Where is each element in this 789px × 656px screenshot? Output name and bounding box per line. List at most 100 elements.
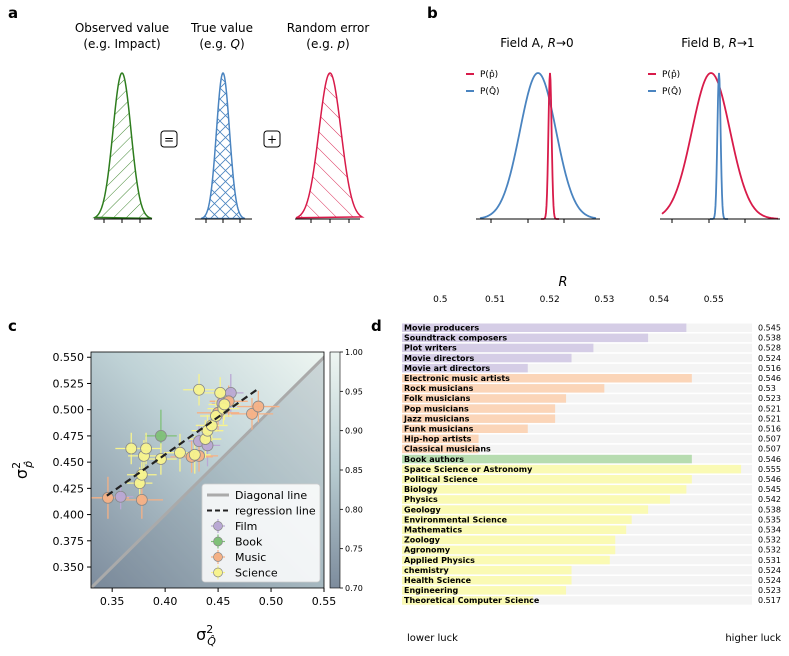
legend-p-label-b: P(p̂): [662, 69, 680, 80]
field-b-title-sym: R: [729, 36, 737, 50]
dist1-title-line1: Observed value: [75, 21, 169, 35]
bar-value-12: 0.507: [758, 445, 781, 454]
field-b-legend: P(p̂) P(Q̂): [648, 69, 682, 97]
bar-track-25: [402, 576, 752, 585]
bar-value-2: 0.528: [758, 344, 781, 353]
bar-x-tick-label-0: 0.5: [433, 295, 447, 305]
dist2-title-line1: True value: [190, 21, 253, 35]
dist3-title-line1: Random error: [287, 21, 370, 35]
panel-d: R 0.5 0.51 0.52 0.53 0.54 0.55 Movie producer…: [402, 275, 781, 644]
bar-label-26: Engineering: [404, 586, 459, 595]
dist3-title-sym: p: [336, 37, 345, 51]
scatter-legend: Diagonal line regression line Film Book Musi…: [201, 483, 321, 583]
bar-x-ticks: 0.5 0.51 0.52 0.53 0.54 0.55: [433, 295, 724, 305]
bar-label-0: Movie producers: [404, 324, 479, 333]
bar-label-2: Plot writers: [404, 344, 457, 353]
bar-value-14: 0.555: [758, 465, 781, 474]
bar-label-13: Book authors: [404, 455, 464, 464]
y-tick-label-4: 0.450: [53, 456, 85, 469]
panel-b: Field A, R→0 Field B, R→1 P(p̂) P(Q̂) P(…: [466, 36, 780, 223]
y-tick-label-1: 0.375: [53, 535, 85, 548]
bar-value-7: 0.523: [758, 394, 781, 403]
field-b-title: Field B, R→1: [681, 36, 754, 50]
regression-group: [106, 387, 259, 497]
science-point-8: [193, 383, 205, 396]
colorbar-tick-label-0: 1.00: [345, 348, 363, 357]
x-ticks: 0.35 0.40 0.45 0.50 0.55: [100, 588, 336, 608]
y-ticks: 0.350 0.375 0.400 0.425 0.450 0.475 0.500 0.525…: [53, 351, 91, 574]
field-a-axis: [476, 218, 600, 223]
colorbar-tick-label-4: 0.80: [345, 505, 363, 514]
bar-5: [402, 374, 692, 383]
bar-label-3: Movie directors: [404, 354, 474, 363]
dist3-title-line2: (e.g. p): [306, 37, 349, 51]
science-point-7: [188, 448, 201, 461]
bar-x-axis-label: R: [558, 275, 567, 290]
colorbar-tick-label-6: 0.70: [345, 584, 363, 593]
diagonal-line: [91, 355, 324, 588]
field-b-axis: [660, 218, 780, 223]
bar-10: [402, 424, 528, 433]
bar-value-9: 0.521: [758, 414, 781, 423]
y-tick-label-0: 0.350: [53, 561, 85, 574]
panel-label-a: a: [8, 4, 18, 22]
equals-operator-box: [160, 130, 178, 148]
colorbar-ticks: 1.00 0.95 0.90 0.85 0.80 0.75 0.70: [340, 348, 363, 593]
observed-distribution-curve: [92, 72, 153, 220]
bar-3: [402, 353, 572, 363]
scatter-points: [102, 383, 265, 506]
science-point-15: [218, 398, 231, 411]
panel-label-b: b: [427, 4, 438, 22]
bar-value-1: 0.538: [758, 334, 781, 343]
bar-value-8: 0.521: [758, 404, 781, 413]
music-point-1: [135, 493, 148, 506]
science-point-0: [125, 442, 138, 455]
bar-label-8: Pop musicians: [404, 404, 469, 413]
bar-17: [402, 495, 670, 504]
bar-14: [402, 464, 742, 474]
dist2-title-sym: Q: [230, 37, 239, 51]
bar-track-26: [402, 586, 752, 595]
bar-label-25: Health Science: [404, 576, 472, 585]
bar-value-23: 0.531: [758, 556, 781, 565]
bar-label-18: Geology: [404, 505, 441, 514]
colorbar-tick-label-3: 0.85: [345, 466, 363, 475]
bar-label-7: Folk musicians: [404, 394, 471, 403]
x-tick-label-2: 0.45: [206, 595, 231, 608]
legend-label-5: Science: [235, 567, 278, 580]
bar-label-14: Space Science or Astronomy: [404, 465, 533, 474]
field-a-p-curve: [541, 72, 559, 220]
bar-15: [402, 475, 692, 484]
colorbar-tick-label-5: 0.75: [345, 545, 363, 554]
legend-swatch-5: [213, 567, 223, 578]
bar-9: [402, 414, 556, 423]
lower-luck-label: lower luck: [407, 633, 458, 644]
bar-value-26: 0.523: [758, 586, 781, 595]
higher-luck-label: higher luck: [725, 633, 781, 644]
bar-label-22: Agronomy: [404, 546, 451, 555]
science-point-12: [210, 410, 222, 422]
bar-label-20: Mathematics: [404, 526, 462, 535]
bar-27: [402, 596, 534, 605]
legend-box: [201, 483, 321, 583]
bar-track-12: [402, 444, 752, 454]
bar-value-27: 0.517: [758, 596, 781, 605]
panel-a: Observed value (e.g. Impact) True value …: [75, 21, 370, 223]
bar-16: [402, 485, 687, 494]
field-b-title-suffix: →1: [737, 36, 755, 50]
random-error-distribution-curve: [295, 72, 365, 219]
bar-value-5: 0.546: [758, 374, 781, 383]
bar-value-15: 0.546: [758, 475, 781, 484]
bar-22: [402, 545, 616, 555]
legend-q-label-b: P(Q̂): [662, 85, 682, 97]
film-point-0: [114, 490, 127, 503]
bar-8: [402, 404, 556, 413]
book-point-0: [154, 430, 167, 442]
dist3-axis: [295, 218, 360, 223]
y-tick-label-2: 0.400: [53, 509, 85, 522]
dist1-axis: [94, 218, 152, 223]
bar-23: [402, 555, 610, 565]
bar-track-7: [402, 394, 752, 403]
dist1-title-line2: (e.g. Impact): [83, 37, 160, 51]
y-tick-label-7: 0.525: [53, 377, 85, 390]
